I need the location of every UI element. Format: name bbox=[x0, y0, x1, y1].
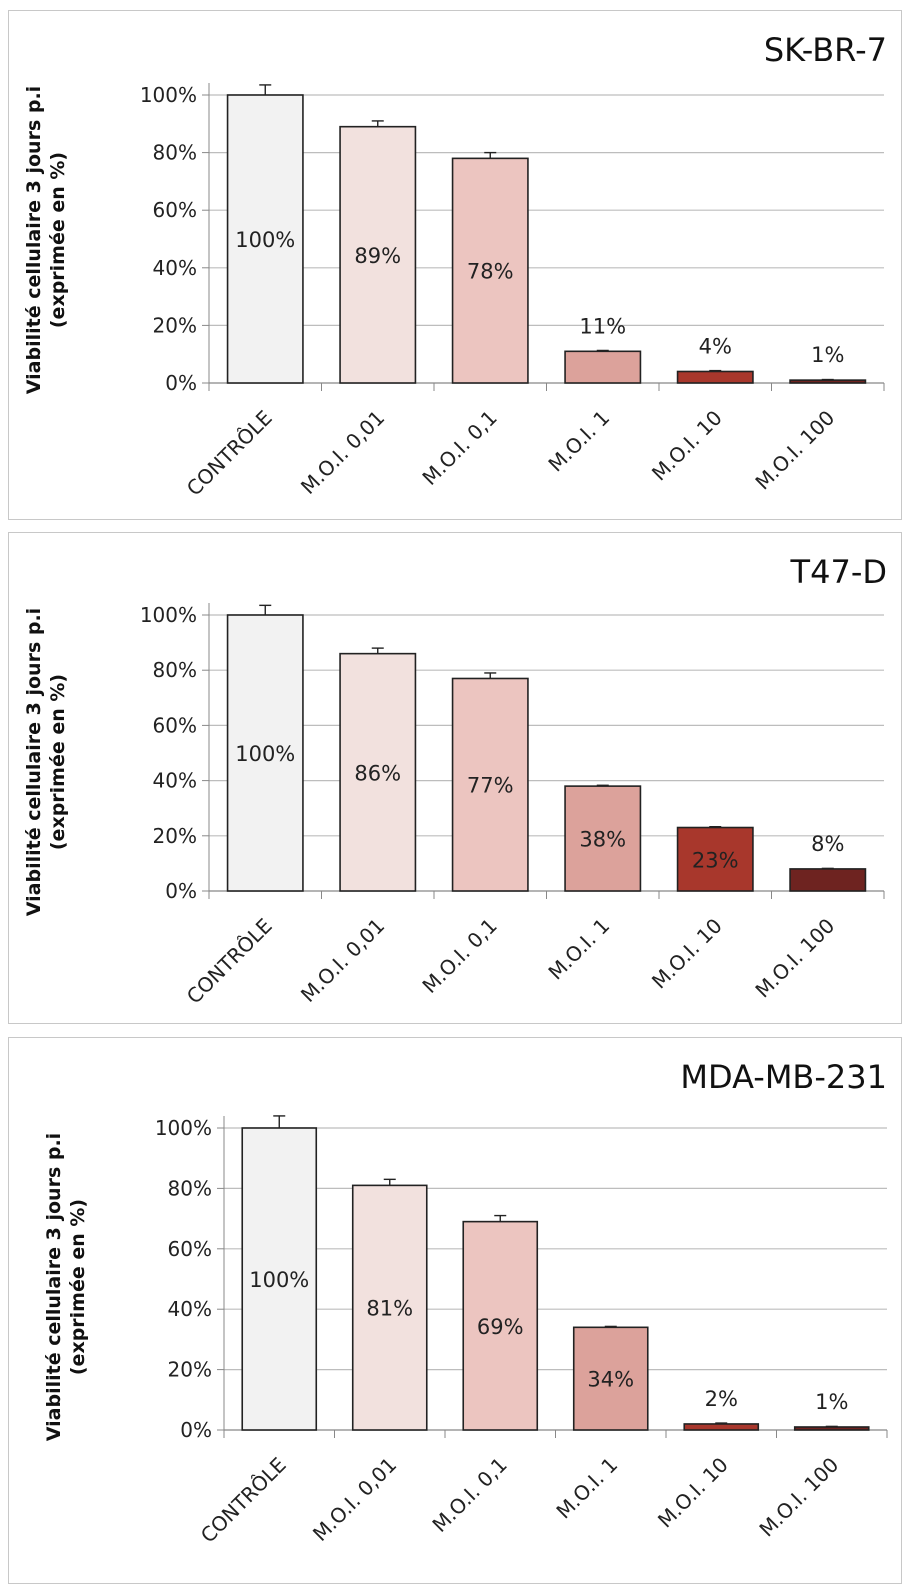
y-tick-label: 100% bbox=[140, 83, 197, 107]
x-tick-label: M.O.I. 1 bbox=[543, 406, 614, 477]
data-label: 1% bbox=[815, 1390, 848, 1414]
x-tick-label: M.O.I. 0,01 bbox=[296, 406, 389, 499]
data-label: 1% bbox=[811, 343, 844, 367]
y-tick-label: 20% bbox=[153, 313, 197, 337]
y-tick-label: 80% bbox=[153, 141, 197, 165]
x-tick-label: M.O.I. 10 bbox=[647, 914, 727, 994]
chart-panel-mda-mb-231: MDA-MB-231 Viabilité cellulaire 3 jours … bbox=[8, 1037, 902, 1584]
y-tick-label: 60% bbox=[168, 1237, 212, 1261]
bar bbox=[339, 125, 417, 384]
y-tick-label: 40% bbox=[153, 256, 197, 280]
x-tick-label: M.O.I. 0,1 bbox=[417, 406, 501, 490]
bar-chart-t47-d: 0% 20% 40% 60% 80% 100% 100% CONTRÔLE 86% M.O.I. … bbox=[140, 603, 885, 1009]
x-tick-label: M.O.I. 10 bbox=[653, 1453, 733, 1533]
data-label: 100% bbox=[235, 742, 295, 766]
data-label: 89% bbox=[354, 244, 401, 268]
x-tick-label: M.O.I. 0,01 bbox=[296, 914, 389, 1007]
data-label: 77% bbox=[467, 774, 514, 798]
bar bbox=[676, 370, 754, 384]
bar bbox=[226, 94, 304, 384]
y-tick-label: 60% bbox=[153, 198, 197, 222]
y-tick-label: 80% bbox=[168, 1176, 212, 1200]
bar bbox=[793, 1426, 870, 1431]
data-label: 8% bbox=[811, 832, 844, 856]
x-tick-label: M.O.I. 10 bbox=[647, 406, 727, 486]
data-label: 100% bbox=[249, 1268, 309, 1292]
bar bbox=[676, 826, 754, 892]
y-tick-label: 0% bbox=[180, 1418, 212, 1442]
data-label: 86% bbox=[354, 761, 401, 785]
chart-title: T47-D bbox=[790, 553, 887, 591]
data-label: 23% bbox=[692, 848, 739, 872]
x-tick-label: CONTRÔLE bbox=[182, 914, 277, 1009]
data-label: 81% bbox=[366, 1297, 413, 1321]
y-tick-label: 40% bbox=[153, 769, 197, 793]
bar bbox=[462, 1220, 539, 1431]
bar-chart-mda-mb-231: 0% 20% 40% 60% 80% 100% 100% CONTRÔLE 81% M.O.I. … bbox=[155, 1115, 888, 1548]
y-tick-label: 100% bbox=[140, 603, 197, 627]
data-label: 78% bbox=[467, 260, 514, 284]
data-label: 2% bbox=[705, 1387, 738, 1411]
bar bbox=[564, 350, 642, 384]
chart-title: SK-BR-7 bbox=[763, 31, 887, 69]
bar bbox=[226, 614, 304, 892]
bar bbox=[789, 868, 867, 892]
x-tick-label: M.O.I. 0,1 bbox=[427, 1453, 511, 1537]
bar bbox=[683, 1423, 760, 1431]
chart-panel-t47-d: T47-D Viabilité cellulaire 3 jours p.i (… bbox=[8, 532, 902, 1024]
data-label: 4% bbox=[699, 334, 732, 358]
y-tick-label: 20% bbox=[168, 1358, 212, 1382]
bar bbox=[451, 157, 529, 384]
data-label: 34% bbox=[587, 1368, 634, 1392]
x-tick-label: M.O.I. 0,1 bbox=[417, 914, 501, 998]
y-tick-label: 40% bbox=[168, 1297, 212, 1321]
bar bbox=[572, 1326, 649, 1431]
x-tick-label: M.O.I. 1 bbox=[543, 914, 614, 985]
x-tick-label: M.O.I. 100 bbox=[750, 406, 839, 495]
bar-chart-sk-br-7: 0% 20% 40% 60% 80% 100% 100% CONTRÔLE 89% M.O.I. … bbox=[140, 83, 885, 501]
y-tick-label: 0% bbox=[165, 371, 197, 395]
bar bbox=[789, 379, 867, 384]
data-label: 11% bbox=[579, 314, 626, 338]
y-tick-label: 60% bbox=[153, 713, 197, 737]
bar bbox=[339, 652, 417, 892]
x-tick-label: M.O.I. 1 bbox=[551, 1453, 622, 1524]
data-label: 38% bbox=[579, 828, 626, 852]
x-tick-label: M.O.I. 100 bbox=[750, 914, 839, 1003]
x-tick-label: CONTRÔLE bbox=[196, 1453, 291, 1548]
chart-panel-sk-br-7: SK-BR-7 Viabilité cellulaire 3 jours p.i… bbox=[8, 10, 902, 520]
data-label: 100% bbox=[235, 228, 295, 252]
chart-title: MDA-MB-231 bbox=[680, 1058, 887, 1096]
y-tick-label: 100% bbox=[155, 1116, 212, 1140]
y-tick-label: 0% bbox=[165, 879, 197, 903]
bar bbox=[564, 785, 642, 892]
data-label: 69% bbox=[477, 1315, 524, 1339]
y-tick-label: 20% bbox=[153, 824, 197, 848]
x-tick-label: M.O.I. 0,01 bbox=[308, 1453, 401, 1546]
y-tick-label: 80% bbox=[153, 658, 197, 682]
x-tick-label: M.O.I. 100 bbox=[754, 1453, 843, 1542]
x-tick-label: CONTRÔLE bbox=[182, 406, 277, 501]
